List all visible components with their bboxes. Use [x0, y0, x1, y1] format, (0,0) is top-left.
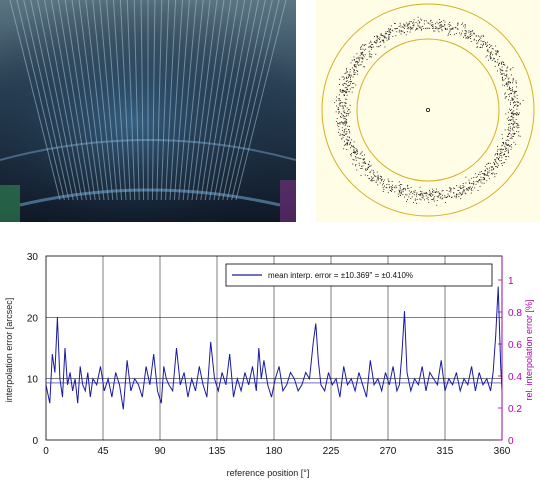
x-tick-label: 270 [380, 446, 397, 457]
y2-tick-label: 0.2 [508, 404, 522, 415]
y-tick-label: 30 [27, 252, 39, 263]
x-tick-label: 180 [266, 446, 283, 457]
y2-tick-label: 0.4 [508, 372, 522, 383]
inner-limit-circle [356, 38, 500, 182]
y-tick-label: 0 [32, 436, 38, 447]
scatter-ring [334, 16, 524, 206]
y-tick-label: 20 [27, 313, 39, 324]
x-tick-label: 90 [154, 446, 166, 457]
x-tick-label: 0 [43, 446, 49, 457]
y2-tick-label: 1 [508, 276, 514, 287]
y2-tick-label: 0.6 [508, 340, 522, 351]
legend-entry: mean interp. error = ±10.369" = ±0.410% [268, 271, 413, 280]
legend-box: mean interp. error = ±10.369" = ±0.410% [225, 263, 493, 287]
y-tick-labels: 0 10 20 30 [27, 252, 39, 447]
y-tick-label: 10 [27, 375, 39, 386]
grid-lines [46, 256, 502, 440]
y2-axis-label: rel. interpolation error [%] [524, 299, 534, 400]
x-tick-labels: 0 45 90 135 180 225 270 315 360 [43, 446, 511, 457]
circular-scatter-plot [316, 0, 540, 222]
x-tick-label: 45 [97, 446, 109, 457]
x-axis-label: reference position [°] [227, 468, 310, 478]
outer-limit-circle [321, 3, 535, 217]
x-tick-label: 360 [494, 446, 511, 457]
y-axis-label: interpolation error [arcsec] [4, 298, 14, 403]
x-tick-label: 315 [437, 446, 454, 457]
y2-tick-label: 0 [508, 436, 514, 447]
center-marker [426, 108, 431, 113]
x-tick-label: 225 [323, 446, 340, 457]
series-line-interp-error [45, 286, 503, 410]
y2-tick-label: 0.8 [508, 308, 522, 319]
grating-photo-image [0, 0, 296, 222]
x-tick-label: 135 [209, 446, 226, 457]
y2-tick-labels: 0 0.2 0.4 0.6 0.8 1 [498, 276, 522, 447]
